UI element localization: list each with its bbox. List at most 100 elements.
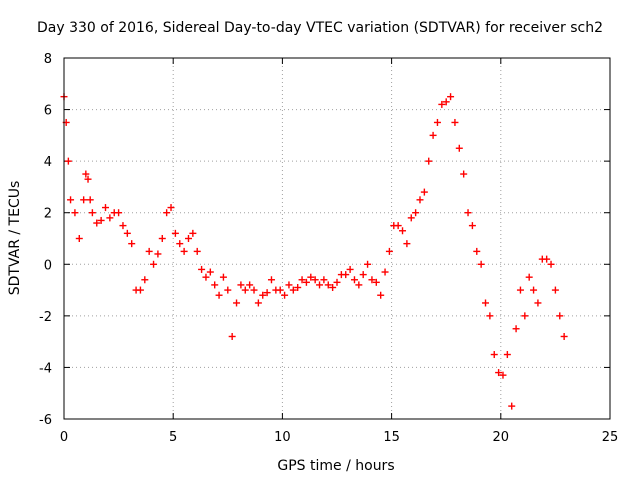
data-point (294, 283, 302, 291)
y-axis-label: SDTVAR / TECUs (7, 181, 23, 296)
data-point (438, 100, 446, 108)
y-tick-label: -2 (39, 310, 52, 325)
data-point (302, 278, 310, 286)
data-point (551, 286, 559, 294)
data-point (202, 273, 210, 281)
chart-title: Day 330 of 2016, Sidereal Day-to-day VTE… (37, 20, 603, 36)
data-point (403, 240, 411, 248)
data-point (333, 278, 341, 286)
data-point (534, 299, 542, 307)
data-point (490, 351, 498, 359)
data-point (359, 271, 367, 279)
data-point (407, 214, 415, 222)
data-point (267, 276, 275, 284)
data-point (123, 229, 131, 237)
data-point (115, 209, 123, 217)
data-point (381, 268, 389, 276)
data-point (307, 273, 315, 281)
y-tick-label: 8 (44, 52, 52, 67)
gridlines (64, 58, 610, 419)
data-point (193, 247, 201, 255)
data-point (215, 291, 223, 299)
data-point (206, 268, 214, 276)
data-point (88, 209, 96, 217)
data-point (233, 299, 241, 307)
data-point (394, 222, 402, 230)
data-point (342, 271, 350, 279)
data-point (543, 255, 551, 263)
data-point (141, 276, 149, 284)
data-point (241, 286, 249, 294)
y-tick-label: 0 (44, 258, 52, 273)
data-point (372, 278, 380, 286)
data-point (71, 209, 79, 217)
x-tick-label: 25 (602, 430, 619, 445)
data-point (106, 214, 114, 222)
data-point (521, 312, 529, 320)
x-tick-label: 10 (274, 430, 291, 445)
data-point (84, 175, 92, 183)
data-point (324, 281, 332, 289)
data-point (184, 235, 192, 242)
data-point (189, 229, 197, 237)
data-point (145, 247, 153, 255)
x-tick-label: 15 (383, 430, 400, 445)
data-point (329, 283, 337, 291)
data-point (503, 351, 511, 359)
data-point (377, 291, 385, 299)
data-point (311, 276, 319, 284)
data-point (237, 281, 245, 289)
data-point (508, 402, 516, 410)
data-point (97, 216, 105, 224)
data-point (560, 332, 568, 340)
data-point (482, 299, 490, 307)
x-tick-label: 0 (60, 430, 68, 445)
data-point (525, 273, 533, 281)
data-point (451, 118, 459, 126)
data-point (246, 281, 254, 289)
data-point (163, 209, 171, 217)
data-point (219, 273, 227, 281)
data-point (468, 222, 476, 230)
axis-ticks: 0 5 10 15 20 25 -6 -4 -2 0 2 4 6 8 (39, 52, 618, 445)
x-axis-label: GPS time / hours (277, 458, 394, 474)
data-point (412, 209, 420, 217)
data-point (298, 276, 306, 284)
data-point (499, 371, 507, 379)
data-point (154, 250, 162, 258)
data-point (259, 291, 267, 299)
data-point (368, 276, 376, 284)
data-point (350, 276, 358, 284)
data-point (455, 144, 463, 152)
data-point (198, 265, 206, 273)
data-point (180, 247, 188, 255)
data-point (447, 93, 455, 101)
data-point (429, 131, 437, 139)
data-point (75, 235, 83, 242)
data-point (176, 240, 184, 248)
data-point (416, 196, 424, 204)
data-point (136, 286, 144, 294)
data-point (276, 286, 284, 294)
data-point (82, 170, 90, 178)
data-point (150, 260, 158, 268)
data-point (228, 332, 236, 340)
data-point (399, 227, 407, 235)
y-tick-label: -4 (39, 361, 52, 376)
data-point (460, 170, 468, 178)
data-point (67, 196, 75, 204)
data-point (364, 260, 372, 268)
data-point (93, 219, 101, 227)
data-point (285, 281, 293, 289)
data-point (320, 276, 328, 284)
data-point (385, 247, 393, 255)
data-point (420, 188, 428, 196)
data-point (80, 196, 88, 204)
data-point (171, 229, 179, 237)
data-point (289, 286, 297, 294)
data-point (464, 209, 472, 217)
data-point (316, 281, 324, 289)
data-point (211, 281, 219, 289)
y-tick-label: 4 (44, 155, 52, 170)
